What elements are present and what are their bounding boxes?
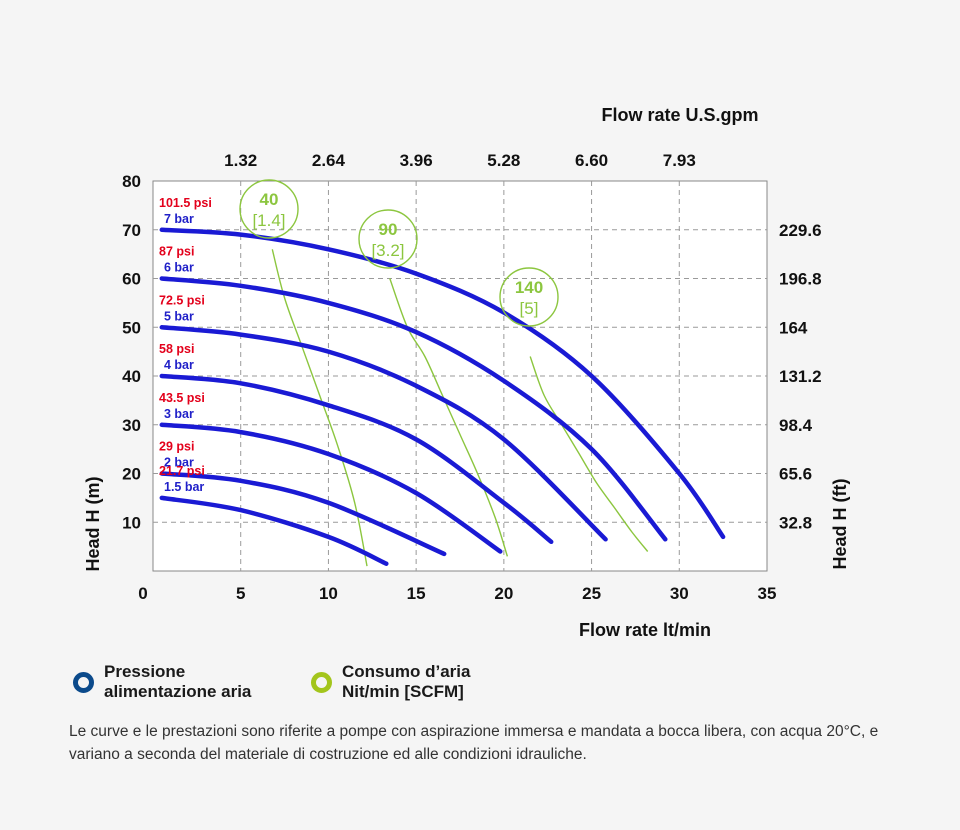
curve-bar-label: 6 bar bbox=[164, 261, 194, 275]
curve-bar-label: 7 bar bbox=[164, 212, 194, 226]
x-top-tick-label: 2.64 bbox=[312, 151, 346, 170]
x-top-axis-title: Flow rate U.S.gpm bbox=[601, 105, 758, 125]
air-ring-icon bbox=[311, 671, 332, 693]
curve-bar-label: 5 bar bbox=[164, 309, 194, 323]
y-right-tick-label: 131.2 bbox=[779, 367, 822, 386]
x-axis-title: Flow rate lt/min bbox=[579, 620, 711, 640]
y-right-tick-label: 229.6 bbox=[779, 221, 822, 240]
pressure-curve bbox=[159, 471, 447, 557]
x-top-tick-label: 3.96 bbox=[400, 151, 433, 170]
y-right-tick-label: 65.6 bbox=[779, 465, 812, 484]
x-tick-label: 20 bbox=[494, 584, 513, 603]
air-consumption-labels: 40 [1.4] 90 [3.2] 140 [5] bbox=[239, 179, 559, 327]
x-top-tick-label: 6.60 bbox=[575, 151, 608, 170]
curve-psi-label: 87 psi bbox=[159, 245, 194, 259]
curve-bar-label: 1.5 bar bbox=[164, 480, 204, 494]
y-tick-label: 20 bbox=[122, 465, 141, 484]
legend-air-line2: Nit/min [SCFM] bbox=[342, 682, 464, 701]
x-top-tick-label: 5.28 bbox=[487, 151, 520, 170]
grid bbox=[153, 181, 767, 571]
x-top-tick-label: 7.93 bbox=[663, 151, 696, 170]
x-tick-label: 15 bbox=[407, 584, 426, 603]
air-value-circle bbox=[499, 267, 559, 327]
y-right-tick-label: 98.4 bbox=[779, 416, 813, 435]
curve-psi-label: 43.5 psi bbox=[159, 391, 205, 405]
curve-psi-label: 101.5 psi bbox=[159, 196, 212, 210]
y-tick-label: 50 bbox=[122, 318, 141, 337]
air-value-label: 140 bbox=[515, 278, 543, 297]
curve-psi-label: 21.7 psi bbox=[159, 464, 205, 478]
y-tick-label: 80 bbox=[122, 172, 141, 191]
air-value-circle bbox=[358, 209, 418, 269]
x-tick-label: 10 bbox=[319, 584, 338, 603]
footnote: Le curve e le prestazioni sono riferite … bbox=[69, 723, 879, 763]
y-tick-label: 30 bbox=[122, 416, 141, 435]
legend-air-line1: Consumo d’aria bbox=[342, 662, 471, 681]
curve-bar-label: 3 bar bbox=[164, 407, 194, 421]
x-top-tick-label: 1.32 bbox=[224, 151, 257, 170]
x-tick-label: 35 bbox=[758, 584, 777, 603]
y-tick-label: 10 bbox=[122, 513, 141, 532]
y-tick-label: 70 bbox=[122, 221, 141, 240]
pressure-ring-icon bbox=[73, 671, 94, 693]
x-tick-label: 5 bbox=[236, 584, 245, 603]
pressure-curve bbox=[159, 276, 668, 542]
curve-psi-label: 58 psi bbox=[159, 342, 194, 356]
y-tick-label: 60 bbox=[122, 270, 141, 289]
curve-labels: 101.5 psi 7 bar 87 psi 6 bar 72.5 psi 5 bar 58… bbox=[159, 196, 212, 494]
legend-pressure-line2: alimentazione aria bbox=[104, 682, 252, 701]
y-right-tick-label: 196.8 bbox=[779, 270, 822, 289]
air-value-label: 90 bbox=[379, 220, 398, 239]
air-consumption-curve bbox=[529, 356, 649, 552]
pump-performance-chart: 0 5 10 15 20 25 30 35 10 20 30 40 50 60 70 80 32.8 65.6 98… bbox=[83, 105, 850, 640]
pressure-curve bbox=[159, 495, 389, 566]
air-value-circle bbox=[239, 179, 299, 239]
curve-psi-label: 72.5 psi bbox=[159, 293, 205, 307]
tick-labels: 0 5 10 15 20 25 30 35 10 20 30 40 50 60 70 80 32.8 65.6 98… bbox=[122, 151, 821, 603]
curve-bar-label: 4 bar bbox=[164, 358, 194, 372]
x-tick-label: 30 bbox=[670, 584, 689, 603]
legend-pressure: Pressione alimentazione aria bbox=[73, 662, 251, 702]
y-right-tick-label: 164 bbox=[779, 318, 808, 337]
legend-pressure-line1: Pressione bbox=[104, 662, 186, 681]
legend-air: Consumo d’aria Nit/min [SCFM] bbox=[311, 662, 470, 702]
y-axis-title: Head H (m) bbox=[83, 476, 103, 571]
curve-psi-label: 29 psi bbox=[159, 440, 194, 454]
pressure-curve bbox=[159, 422, 503, 554]
y-right-axis-title: Head H (ft) bbox=[830, 479, 850, 570]
y-right-tick-label: 32.8 bbox=[779, 513, 812, 532]
pressure-curve bbox=[159, 325, 608, 542]
pressure-curve bbox=[159, 373, 554, 545]
air-value-label: 40 bbox=[260, 190, 279, 209]
air-scfm-label: [5] bbox=[520, 299, 539, 318]
x-tick-label: 25 bbox=[582, 584, 601, 603]
air-consumption-curve bbox=[271, 249, 368, 567]
air-scfm-label: [3.2] bbox=[371, 241, 404, 260]
y-tick-label: 40 bbox=[122, 367, 141, 386]
air-scfm-label: [1.4] bbox=[252, 211, 285, 230]
curve-bar-label: 2 bar bbox=[164, 456, 194, 470]
x-tick-label: 0 bbox=[138, 584, 147, 603]
